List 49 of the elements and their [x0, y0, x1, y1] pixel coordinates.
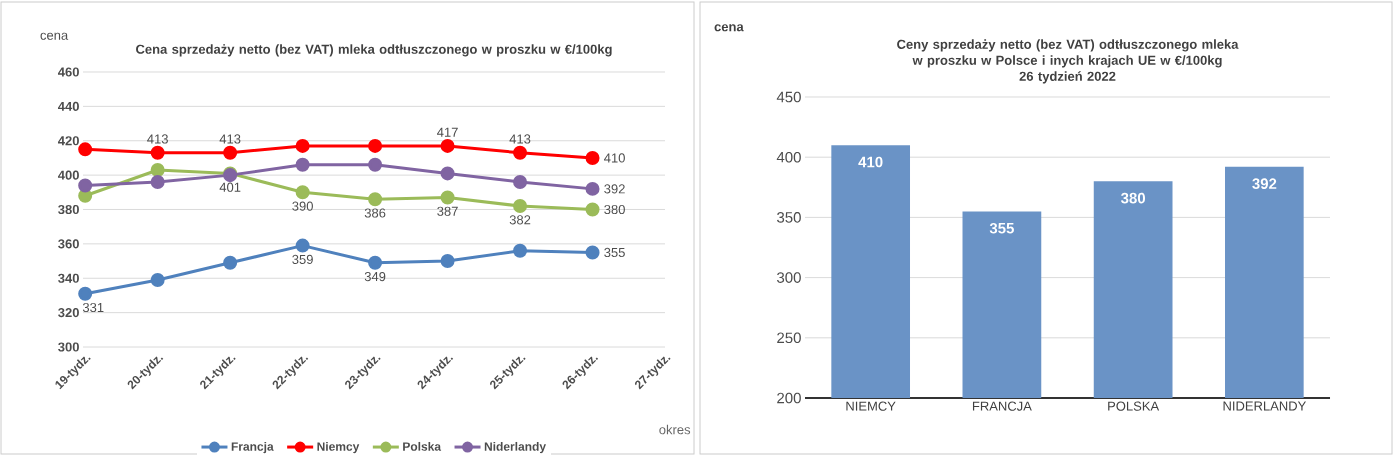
chart-title: Cena sprzedaży netto (bez VAT) mleka odtłuszczonego w proszku w €/100kg	[136, 44, 612, 57]
data-label: 380	[604, 204, 625, 215]
data-label: 392	[604, 184, 625, 194]
y-tick-label: 420	[57, 136, 79, 146]
y-tick-label: 360	[58, 239, 79, 249]
data-label: 390	[292, 201, 313, 211]
data-label: 417	[437, 127, 458, 137]
legend-label: Niderlandy	[484, 441, 546, 454]
data-label: 359	[292, 254, 313, 264]
data-label: 382	[509, 215, 531, 225]
data-label: 413	[147, 134, 168, 144]
data-label: 386	[364, 208, 386, 218]
legend-label: Polska	[403, 441, 442, 451]
y-tick-label: 460	[57, 67, 79, 77]
y-tick-label: 300	[777, 272, 801, 283]
chart-title: Ceny sprzedaży netto (bez VAT) odtłuszczonego mleka w proszku w Polsce i inych krajach UE w €/100kg	[897, 39, 1239, 68]
data-label: 349	[364, 271, 386, 282]
data-label: 331	[82, 302, 104, 313]
legend-label: Niemcy	[317, 441, 360, 454]
y-tick-label: 450	[776, 91, 801, 103]
data-label: 387	[437, 206, 458, 216]
y-tick-label: 400	[776, 151, 801, 163]
data-label: 380	[1120, 192, 1146, 204]
x-tick-label: FRANCJA	[972, 401, 1032, 411]
x-axis-title: okres	[659, 424, 691, 435]
data-label: 355	[604, 247, 625, 258]
data-label: 413	[219, 134, 241, 144]
legend-label: Francja	[231, 441, 274, 454]
chart-subtitle: 26 tydzień 2022	[1019, 71, 1116, 84]
y-tick-label: 350	[777, 212, 801, 223]
y-tick-label: 320	[58, 308, 79, 318]
y-axis-title: cena	[714, 24, 744, 32]
y-axis-title: cena	[40, 32, 69, 40]
y-tick-label: 300	[58, 342, 79, 352]
y-tick-label: 200	[777, 392, 801, 404]
x-tick-label: NIDERLANDY	[1223, 401, 1306, 411]
y-tick-label: 400	[57, 170, 79, 180]
data-label: 355	[989, 222, 1014, 234]
data-label: 401	[219, 182, 241, 192]
y-tick-label: 380	[58, 204, 79, 215]
data-label: 413	[509, 134, 531, 144]
data-label: 410	[604, 153, 625, 163]
x-tick-label: POLSKA	[1108, 401, 1160, 411]
y-tick-label: 250	[777, 332, 801, 344]
x-tick-label: NIEMCY	[846, 401, 896, 411]
data-label: 392	[1252, 178, 1277, 190]
y-tick-label: 440	[57, 101, 79, 111]
data-label: 410	[858, 156, 883, 168]
y-tick-label: 340	[58, 273, 79, 283]
